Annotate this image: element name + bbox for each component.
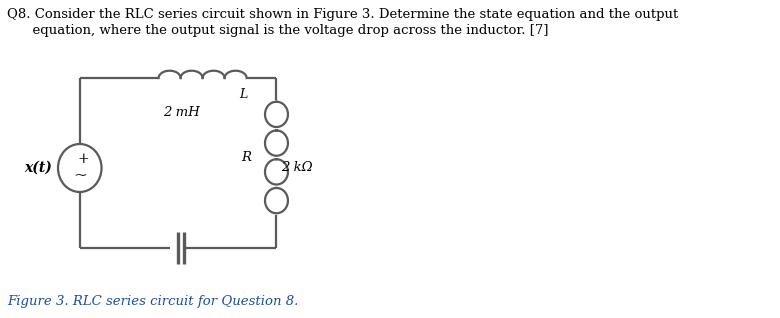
Text: 2 mH: 2 mH	[163, 106, 200, 119]
Text: R: R	[241, 151, 251, 164]
Text: 2 kΩ: 2 kΩ	[281, 161, 313, 174]
Text: x(t): x(t)	[25, 161, 52, 175]
Text: Q8. Consider the RLC series circuit shown in Figure 3. Determine the state equat: Q8. Consider the RLC series circuit show…	[7, 8, 679, 21]
Text: ~: ~	[73, 167, 87, 183]
Text: +: +	[77, 152, 89, 166]
Text: equation, where the output signal is the voltage drop across the inductor. [7]: equation, where the output signal is the…	[7, 24, 549, 37]
Text: L: L	[239, 88, 247, 101]
Text: Figure 3. RLC series circuit for Question 8.: Figure 3. RLC series circuit for Questio…	[7, 295, 299, 308]
